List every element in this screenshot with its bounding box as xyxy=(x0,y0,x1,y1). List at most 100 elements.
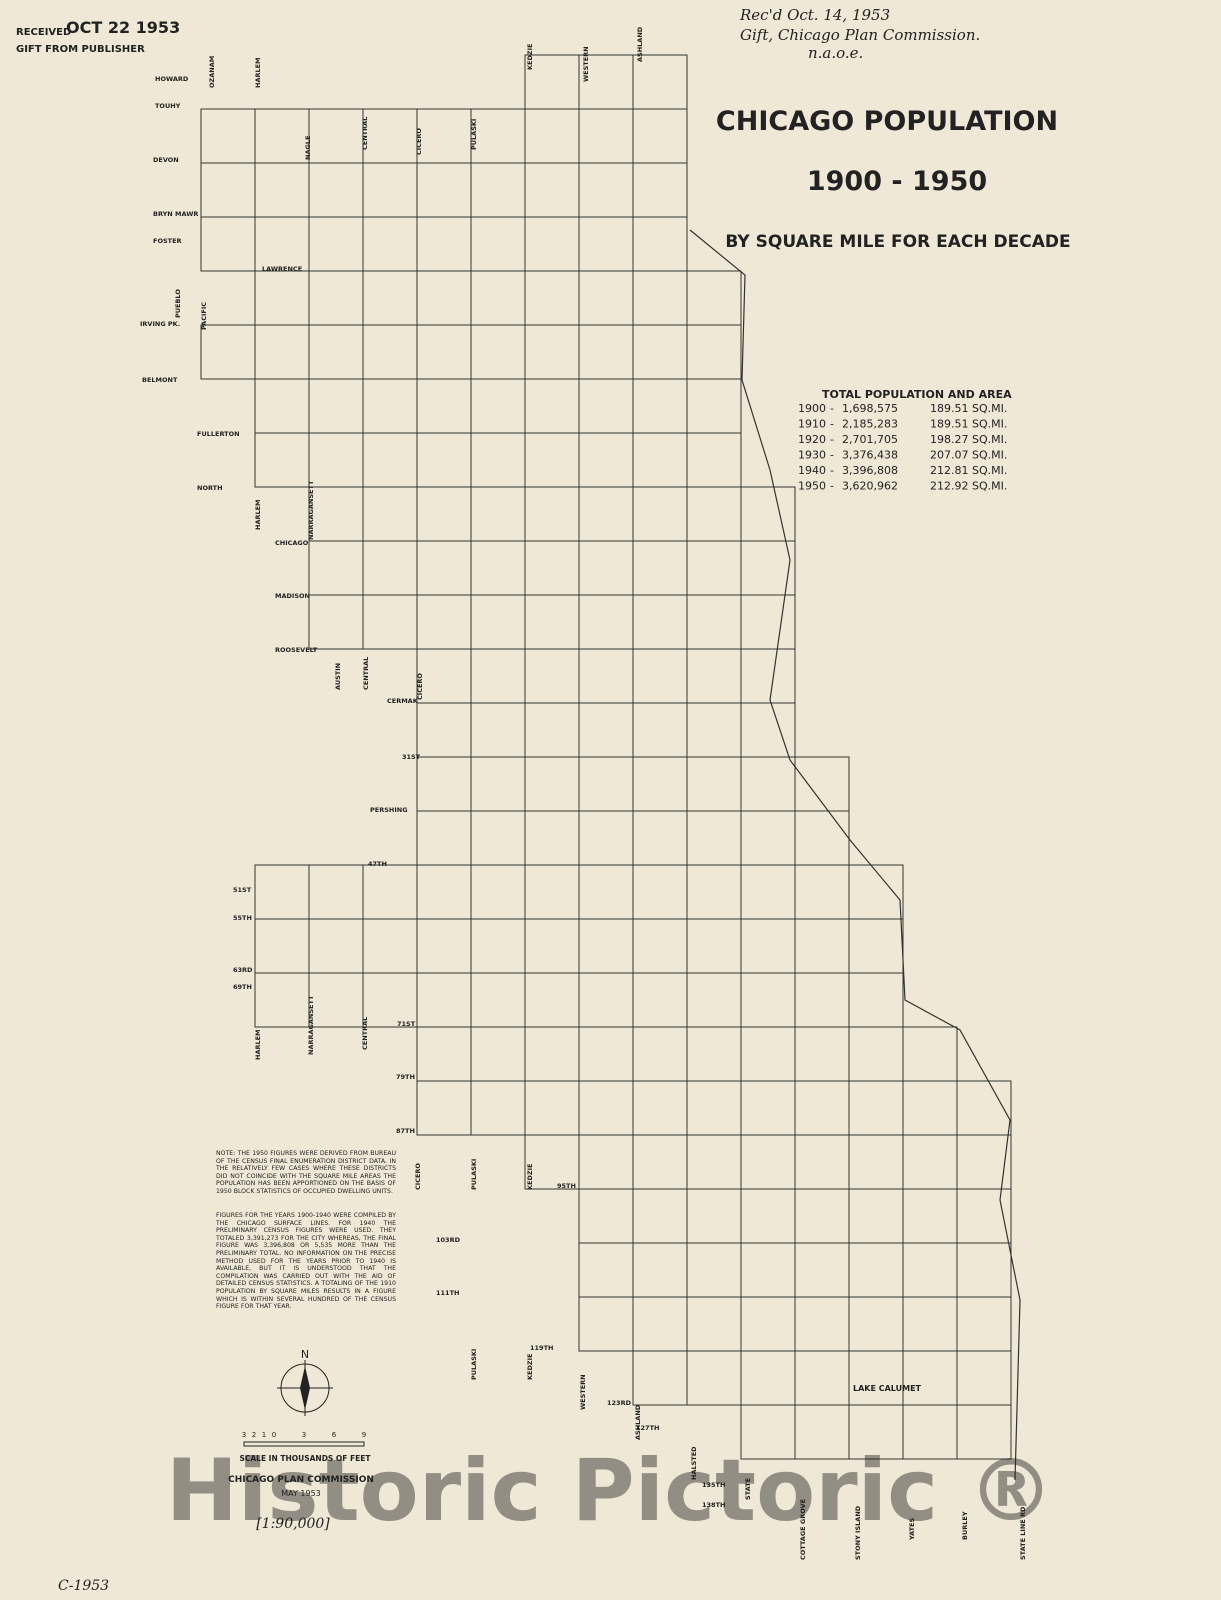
map-cell xyxy=(848,864,904,920)
map-cell xyxy=(740,1296,796,1352)
map-cell xyxy=(578,1242,634,1298)
note-paragraph: FIGURES FOR THE YEARS 1900-1940 WERE COM… xyxy=(216,1212,396,1311)
street-label: BRYN MAWR xyxy=(153,210,198,218)
years: 1900 - 1950 xyxy=(807,166,987,197)
shoreline xyxy=(689,229,1021,1481)
map-cell xyxy=(416,1026,472,1082)
map-cell xyxy=(470,972,526,1028)
map-cell xyxy=(578,1134,634,1190)
street-label: OZANAM xyxy=(208,56,216,88)
map-cell xyxy=(632,864,688,920)
map-cell xyxy=(686,1350,742,1406)
map-cell xyxy=(686,1188,742,1244)
map-cell xyxy=(470,1080,526,1136)
map-cell xyxy=(686,648,742,704)
street-label: 55TH xyxy=(233,914,252,922)
map-cell xyxy=(362,108,418,164)
map-cell xyxy=(524,756,580,812)
map-cell xyxy=(794,1134,850,1190)
street-label: STATE LINE RD xyxy=(1019,1506,1027,1560)
map-cell xyxy=(578,378,634,434)
map-cell xyxy=(632,162,688,218)
map-cell xyxy=(686,1080,742,1136)
map-cell xyxy=(416,378,472,434)
map-cell xyxy=(794,1350,850,1406)
map-cell xyxy=(416,702,472,758)
scale-tick-label: 1 xyxy=(262,1431,266,1439)
street-label: ROOSEVELT xyxy=(275,646,318,654)
street-label: ASHLAND xyxy=(636,26,644,62)
map-cell xyxy=(524,972,580,1028)
map-cell xyxy=(632,1350,688,1406)
map-cell xyxy=(470,162,526,218)
note-paragraph: NOTE: THE 1950 FIGURES WERE DERIVED FROM… xyxy=(216,1150,396,1195)
map-cell xyxy=(902,1296,958,1352)
map-cell xyxy=(308,864,364,920)
map-cell xyxy=(794,918,850,974)
map-cell xyxy=(578,216,634,272)
map-cell xyxy=(740,972,796,1028)
street-label: PUEBLO xyxy=(174,289,182,318)
map-cell xyxy=(308,918,364,974)
map-cell xyxy=(848,1350,904,1406)
map-cell xyxy=(470,918,526,974)
map-cell xyxy=(632,270,688,326)
map-cell xyxy=(416,216,472,272)
street-label: 31ST xyxy=(402,753,421,761)
map-cell xyxy=(254,162,310,218)
map-cell xyxy=(362,216,418,272)
scale-tick-label: 9 xyxy=(362,1431,366,1439)
map-cell xyxy=(686,1134,742,1190)
map-cell xyxy=(578,432,634,488)
map-cell xyxy=(308,378,364,434)
map-cell xyxy=(794,1080,850,1136)
map-cell xyxy=(632,108,688,164)
map-cell xyxy=(686,1242,742,1298)
map-cell xyxy=(632,216,688,272)
map-cell xyxy=(686,756,742,812)
map-cell xyxy=(632,1296,688,1352)
subtitle: BY SQUARE MILE FOR EACH DECADE xyxy=(725,232,1070,252)
map-cell xyxy=(848,1080,904,1136)
map-cell xyxy=(308,108,364,164)
map-cell xyxy=(524,270,580,326)
scale-tick-label: 3 xyxy=(302,1431,306,1439)
street-label: NAGLE xyxy=(304,136,312,160)
totals-year: 1920 xyxy=(798,433,826,446)
map-cell xyxy=(686,864,742,920)
map-cell xyxy=(524,216,580,272)
totals-year: 1900 xyxy=(798,402,826,415)
map-cell xyxy=(740,1242,796,1298)
map-cell xyxy=(416,810,472,866)
map-cell xyxy=(524,486,580,542)
map-cell xyxy=(632,378,688,434)
map-cell xyxy=(524,702,580,758)
map-cell xyxy=(308,162,364,218)
map-cell xyxy=(308,486,364,542)
map-cell xyxy=(740,756,796,812)
map-cell xyxy=(416,756,472,812)
map-cell xyxy=(902,1134,958,1190)
map-cell xyxy=(362,918,418,974)
map-cell xyxy=(902,1026,958,1082)
map-cell xyxy=(524,810,580,866)
totals-area: 212.81 SQ.MI. xyxy=(930,464,1007,477)
map-cell xyxy=(740,1350,796,1406)
stamp-date: OCT 22 1953 xyxy=(66,18,180,37)
map-cell xyxy=(362,864,418,920)
map-cell xyxy=(470,270,526,326)
title: CHICAGO POPULATION xyxy=(716,106,1058,137)
map-cell xyxy=(686,972,742,1028)
map-cell xyxy=(902,1188,958,1244)
map-cell xyxy=(686,918,742,974)
map-cell xyxy=(902,1242,958,1298)
lake-label: LAKE CALUMET xyxy=(853,1384,922,1393)
totals-population: 2,185,283 xyxy=(842,418,898,431)
street-label: BURLEY xyxy=(961,1511,969,1540)
street-label: 63RD xyxy=(233,966,253,974)
totals-area: 189.51 SQ.MI. xyxy=(930,402,1007,415)
map-cell xyxy=(740,648,796,704)
map-cell xyxy=(740,594,796,650)
map-cell xyxy=(848,1026,904,1082)
map-cell xyxy=(254,918,310,974)
